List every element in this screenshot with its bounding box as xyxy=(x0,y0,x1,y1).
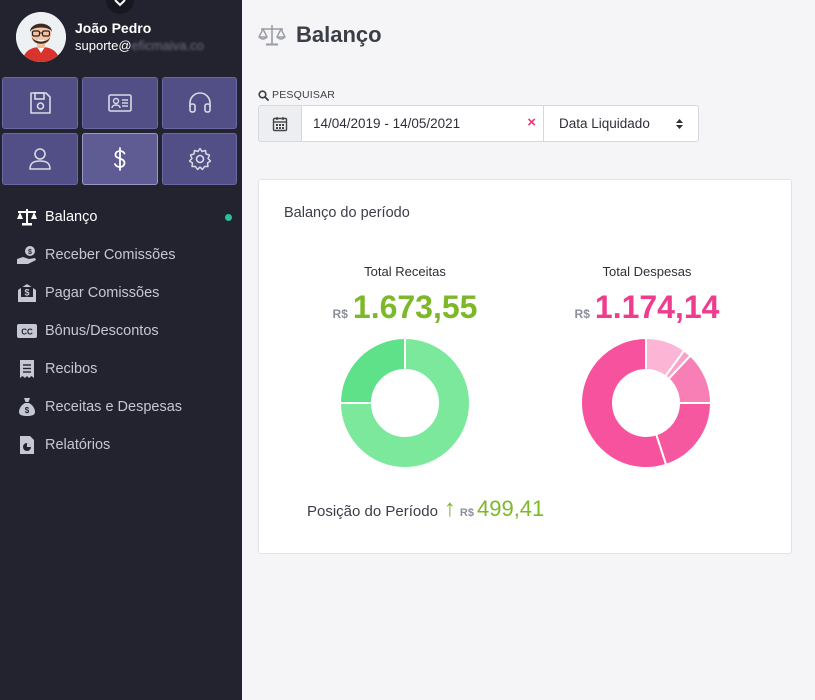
dollar-icon xyxy=(114,147,126,171)
gear-icon xyxy=(188,147,211,171)
calendar-icon xyxy=(272,116,288,131)
user-icon xyxy=(29,148,51,170)
user-name: João Pedro xyxy=(75,20,152,36)
sidebar: João Pedro suporte@eficmaiva.co Balanço xyxy=(0,0,242,700)
sidebar-item-pagar-comissoes[interactable]: $ Pagar Comissões xyxy=(16,274,234,312)
despesas-summary: Total Despesas R$ 1.174,14 xyxy=(547,264,747,326)
sidebar-item-label: Balanço xyxy=(45,209,98,225)
despesas-donut-slice[interactable] xyxy=(580,337,668,469)
svg-text:$: $ xyxy=(25,406,30,415)
receitas-summary: Total Receitas R$ 1.673,55 xyxy=(305,264,505,326)
despesas-donut-chart[interactable] xyxy=(580,337,712,469)
arrow-up-icon: ↑ xyxy=(443,495,456,522)
receitas-donut-chart[interactable] xyxy=(339,337,471,469)
page-title: Balanço xyxy=(296,22,382,47)
sidebar-item-receber-comissoes[interactable]: $ Receber Comissões xyxy=(16,236,234,274)
date-type-select[interactable]: Data Liquidado xyxy=(544,105,699,142)
report-icon xyxy=(16,434,38,456)
sort-arrows-icon xyxy=(676,118,683,129)
id-card-icon xyxy=(108,94,132,112)
search-bar: × Data Liquidado xyxy=(258,105,699,142)
settings-tile-button[interactable] xyxy=(162,133,237,185)
date-type-select-value: Data Liquidado xyxy=(559,116,650,131)
currency-symbol: R$ xyxy=(574,307,590,321)
avatar xyxy=(16,12,66,62)
sidebar-item-receitas-despesas[interactable]: $ Receitas e Despesas xyxy=(16,388,234,426)
sidebar-item-label: Recibos xyxy=(45,361,98,377)
money-bag-icon: $ xyxy=(16,396,38,418)
receitas-donut-slice[interactable] xyxy=(339,337,471,469)
sidebar-item-label: Receitas e Despesas xyxy=(45,399,183,415)
sidebar-item-label: Relatórios xyxy=(45,437,111,453)
finance-tile-button[interactable] xyxy=(82,133,158,185)
active-indicator-dot xyxy=(225,214,232,221)
sidebar-item-balanco[interactable]: Balanço xyxy=(16,198,234,236)
svg-text:CC: CC xyxy=(21,328,33,337)
currency-symbol: R$ xyxy=(459,507,474,519)
receitas-donut-slice[interactable] xyxy=(339,337,406,404)
sidebar-item-bonus-descontos[interactable]: CC Bônus/Descontos xyxy=(16,312,234,350)
save-icon xyxy=(30,92,51,114)
receitas-label: Total Receitas xyxy=(364,264,446,279)
card-title: Balanço do período xyxy=(284,205,410,221)
hand-money-icon: $ xyxy=(16,244,38,266)
svg-text:$: $ xyxy=(28,249,32,256)
scale-icon xyxy=(258,25,286,46)
despesas-donut-slice[interactable] xyxy=(654,402,712,467)
sidebar-item-label: Bônus/Descontos xyxy=(45,323,159,339)
period-position-value: 499,41 xyxy=(476,496,545,521)
sidebar-item-relatorios[interactable]: Relatórios xyxy=(16,426,234,464)
support-tile-button[interactable] xyxy=(162,77,237,129)
scale-icon xyxy=(16,206,38,228)
cc-icon: CC xyxy=(16,320,38,342)
sidebar-item-label: Receber Comissões xyxy=(45,247,176,263)
search-label: PESQUISAR xyxy=(258,89,335,101)
user-profile[interactable]: João Pedro suporte@eficmaiva.co xyxy=(16,12,204,62)
search-icon xyxy=(258,89,269,101)
sidebar-menu: Balanço $ Receber Comissões $ Pagar Comi… xyxy=(16,198,234,464)
contacts-tile-button[interactable] xyxy=(82,77,158,129)
svg-text:$: $ xyxy=(24,288,29,298)
despesas-label: Total Despesas xyxy=(602,264,692,279)
chevron-down-icon xyxy=(114,0,126,7)
period-position-label: Posição do Período xyxy=(307,503,438,520)
despesas-value: 1.174,14 xyxy=(594,289,720,325)
sidebar-item-label: Pagar Comissões xyxy=(45,285,160,301)
clear-date-button[interactable]: × xyxy=(527,114,536,131)
receipt-icon xyxy=(16,358,38,380)
save-tile-button[interactable] xyxy=(2,77,78,129)
date-range-input[interactable] xyxy=(301,105,544,142)
sidebar-item-recibos[interactable]: Recibos xyxy=(16,350,234,388)
module-tiles xyxy=(2,77,238,185)
balance-card: Balanço do período Total Receitas R$ 1.6… xyxy=(258,179,792,554)
envelope-money-icon: $ xyxy=(16,282,38,304)
page-header: Balanço xyxy=(258,22,382,48)
currency-symbol: R$ xyxy=(332,307,348,321)
user-email: suporte@eficmaiva.co xyxy=(75,38,204,53)
users-tile-button[interactable] xyxy=(2,133,78,185)
headphones-icon xyxy=(188,92,211,113)
period-position: Posição do Período ↑ R$ 499,41 xyxy=(307,496,544,522)
collapse-toggle-button[interactable] xyxy=(106,0,134,14)
receitas-value: 1.673,55 xyxy=(352,289,478,325)
calendar-button[interactable] xyxy=(258,105,301,142)
